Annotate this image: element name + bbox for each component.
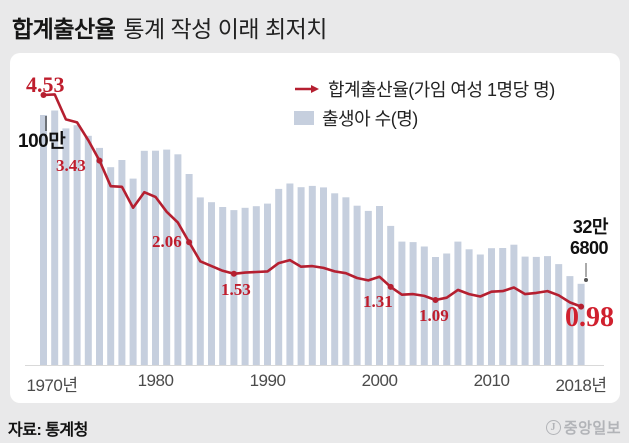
fertility-value-label-1983: 2.06 — [152, 232, 182, 251]
fertility-value-label-1975: 3.43 — [56, 156, 86, 175]
birth-value-label-1970: 100만 — [18, 131, 66, 152]
birth-bar — [488, 248, 495, 365]
birth-bar — [398, 241, 406, 365]
birth-bar — [297, 187, 305, 365]
birth-bar — [275, 188, 283, 365]
source-note: 자료: 통계청 — [8, 422, 88, 439]
fertility-point — [230, 270, 237, 277]
birth-bar — [465, 249, 473, 365]
birth-bar — [129, 178, 137, 365]
title-emphasis: 합계출산율 — [12, 16, 116, 42]
birth-bar — [51, 110, 59, 365]
birth-bar — [566, 276, 574, 365]
birth-bar — [420, 246, 428, 365]
birth-bar — [163, 149, 171, 365]
bar-swatch-icon — [294, 111, 314, 125]
birth-bar — [510, 244, 518, 365]
birth-bar — [555, 264, 563, 365]
legend-item-fertility-line: 합계출산율(가임 여성 1명당 명) — [294, 79, 555, 100]
line-arrow-icon — [295, 85, 319, 93]
title-rest: 통계 작성 이래 최저치 — [123, 16, 327, 42]
x-axis-label: 2018년 — [555, 376, 607, 395]
birth-bar — [409, 242, 417, 365]
birth-bar — [521, 256, 529, 365]
legend-item-births-bar: 출생아 수(명) — [294, 108, 555, 129]
birth-bar — [185, 174, 193, 365]
birth-bar — [353, 205, 361, 365]
birth-bar — [96, 147, 103, 365]
x-axis-label: 1980 — [137, 371, 174, 390]
annotation-leader-dot — [584, 278, 588, 282]
fertility-line — [42, 93, 583, 308]
x-axis-label: 1990 — [249, 371, 286, 390]
birth-bar — [174, 154, 182, 365]
birth-bar — [308, 185, 316, 365]
birth-bar — [320, 187, 327, 365]
x-axis-label: 2000 — [361, 371, 398, 390]
birth-bar — [331, 193, 339, 365]
publisher-name: 중앙일보 — [563, 420, 621, 437]
x-axis-label: 1970년 — [26, 376, 78, 395]
fertility-value-label-2018: 0.98 — [565, 302, 614, 333]
fertility-value-label-1970: 4.53 — [26, 72, 65, 97]
legend-label-fertility: 합계출산율(가임 여성 1명당 명) — [328, 80, 555, 100]
birth-bar — [376, 206, 383, 365]
birth-bar — [454, 241, 462, 365]
fertility-point — [432, 297, 439, 303]
fertility-point — [387, 283, 394, 290]
fertility-point — [40, 92, 47, 98]
birth-value-label-2018: 32만 6800 — [569, 217, 609, 258]
birth-bar — [544, 256, 551, 365]
fertility-point — [186, 239, 193, 246]
fertility-value-label-2005: 1.09 — [419, 306, 449, 325]
publisher-logo: J 중앙일보 — [545, 417, 621, 438]
birth-bar — [107, 167, 115, 365]
birth-bar — [230, 210, 238, 365]
birth-bar — [342, 197, 350, 365]
publisher-mark-icon: J — [545, 420, 561, 435]
birth-bar — [84, 135, 92, 365]
birth-bar — [219, 207, 227, 365]
birth-bar — [252, 206, 260, 365]
birth-bar — [73, 125, 81, 365]
birth-bar — [286, 183, 294, 365]
birth-bar — [152, 150, 159, 365]
birth-bar — [364, 210, 372, 365]
fertility-point — [96, 157, 103, 164]
birth-bar — [443, 253, 451, 365]
legend-label-births: 출생아 수(명) — [322, 109, 418, 129]
birth-bar — [62, 128, 70, 365]
birth-bar — [532, 256, 540, 365]
birth-bar — [432, 257, 439, 365]
birth-bar — [476, 254, 484, 365]
birth-bar — [387, 225, 395, 365]
fertility-value-label-2001: 1.31 — [363, 292, 393, 311]
birth-bar — [241, 207, 249, 365]
fertility-point — [578, 303, 585, 310]
birth-bar — [40, 115, 47, 365]
x-axis-label: 2010 — [473, 371, 510, 390]
page-title: 합계출산율 통계 작성 이래 최저치 — [12, 10, 327, 44]
birth-bar — [208, 202, 215, 365]
birth-bar — [118, 160, 126, 365]
birth-bar — [196, 197, 204, 365]
birth-bar — [499, 248, 507, 365]
birth-bar — [577, 283, 585, 365]
fertility-value-label-1987: 1.53 — [221, 280, 251, 299]
chart-legend: 합계출산율(가임 여성 1명당 명) 출생아 수(명) — [294, 79, 555, 129]
birth-bar — [140, 150, 148, 365]
birth-bar — [264, 203, 271, 365]
